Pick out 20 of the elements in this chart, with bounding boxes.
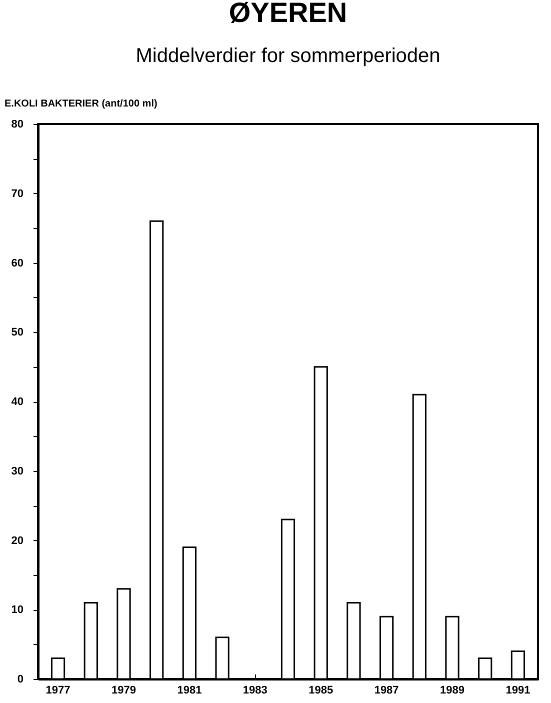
x-tick-label: 1985: [308, 684, 334, 696]
x-tick-label: 1987: [374, 684, 399, 696]
x-tick-label: 1979: [112, 684, 136, 696]
y-tick-label: 10: [11, 604, 24, 616]
x-tick-label: 1981: [177, 684, 202, 696]
y-tick-label: 50: [11, 326, 24, 339]
chart-title: ØYEREN: [228, 0, 348, 28]
y-tick-label: 80: [11, 118, 24, 130]
y-tick-label: 70: [11, 188, 24, 200]
y-tick-label: 30: [11, 465, 24, 478]
y-axis-title: E.KOLI BAKTERIER (ant/100 ml): [4, 98, 158, 110]
y-tick-label: 20: [11, 534, 24, 547]
chart-subtitle: Middelverdier for sommerperioden: [136, 45, 440, 67]
x-tick-label: 1989: [440, 684, 464, 696]
x-tick-label: 1977: [46, 684, 70, 696]
x-tick-label: 1983: [242, 684, 268, 696]
y-tick-label: 0: [17, 674, 24, 686]
x-tick-label: 1991: [506, 684, 530, 696]
y-tick-label: 40: [11, 396, 24, 408]
y-tick-label: 60: [11, 257, 24, 270]
